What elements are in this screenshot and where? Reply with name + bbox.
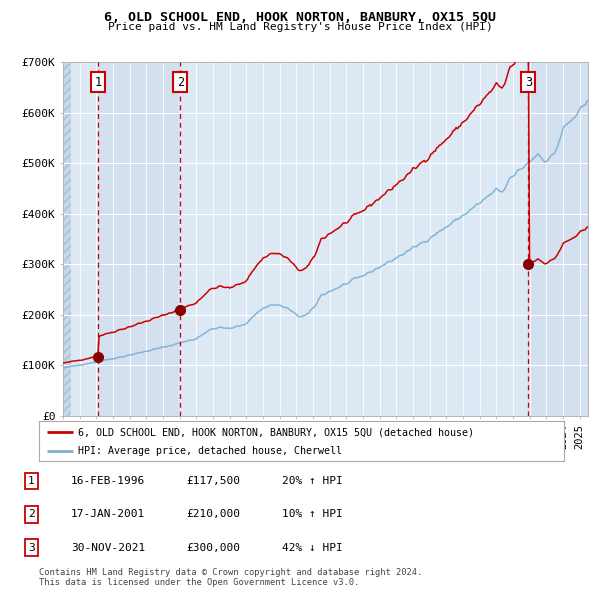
Text: 3: 3 xyxy=(525,76,532,88)
Text: This data is licensed under the Open Government Licence v3.0.: This data is licensed under the Open Gov… xyxy=(39,578,359,587)
Text: Price paid vs. HM Land Registry's House Price Index (HPI): Price paid vs. HM Land Registry's House … xyxy=(107,22,493,32)
Bar xyxy=(529,62,588,416)
Text: 6, OLD SCHOOL END, HOOK NORTON, BANBURY, OX15 5QU (detached house): 6, OLD SCHOOL END, HOOK NORTON, BANBURY,… xyxy=(79,427,475,437)
Text: 1: 1 xyxy=(95,76,102,88)
Text: 6, OLD SCHOOL END, HOOK NORTON, BANBURY, OX15 5QU: 6, OLD SCHOOL END, HOOK NORTON, BANBURY,… xyxy=(104,11,496,24)
Text: 16-FEB-1996: 16-FEB-1996 xyxy=(71,476,145,486)
Text: 10% ↑ HPI: 10% ↑ HPI xyxy=(282,510,343,519)
Text: £117,500: £117,500 xyxy=(186,476,240,486)
Text: £210,000: £210,000 xyxy=(186,510,240,519)
Polygon shape xyxy=(63,62,71,416)
Text: 17-JAN-2001: 17-JAN-2001 xyxy=(71,510,145,519)
Text: 20% ↑ HPI: 20% ↑ HPI xyxy=(282,476,343,486)
Text: HPI: Average price, detached house, Cherwell: HPI: Average price, detached house, Cher… xyxy=(79,445,343,455)
Text: 30-NOV-2021: 30-NOV-2021 xyxy=(71,543,145,552)
Bar xyxy=(98,62,181,416)
Text: 3: 3 xyxy=(28,543,35,552)
Text: 42% ↓ HPI: 42% ↓ HPI xyxy=(282,543,343,552)
Text: Contains HM Land Registry data © Crown copyright and database right 2024.: Contains HM Land Registry data © Crown c… xyxy=(39,568,422,577)
Text: 2: 2 xyxy=(177,76,184,88)
Text: £300,000: £300,000 xyxy=(186,543,240,552)
Text: 2: 2 xyxy=(28,510,35,519)
Text: 1: 1 xyxy=(28,476,35,486)
